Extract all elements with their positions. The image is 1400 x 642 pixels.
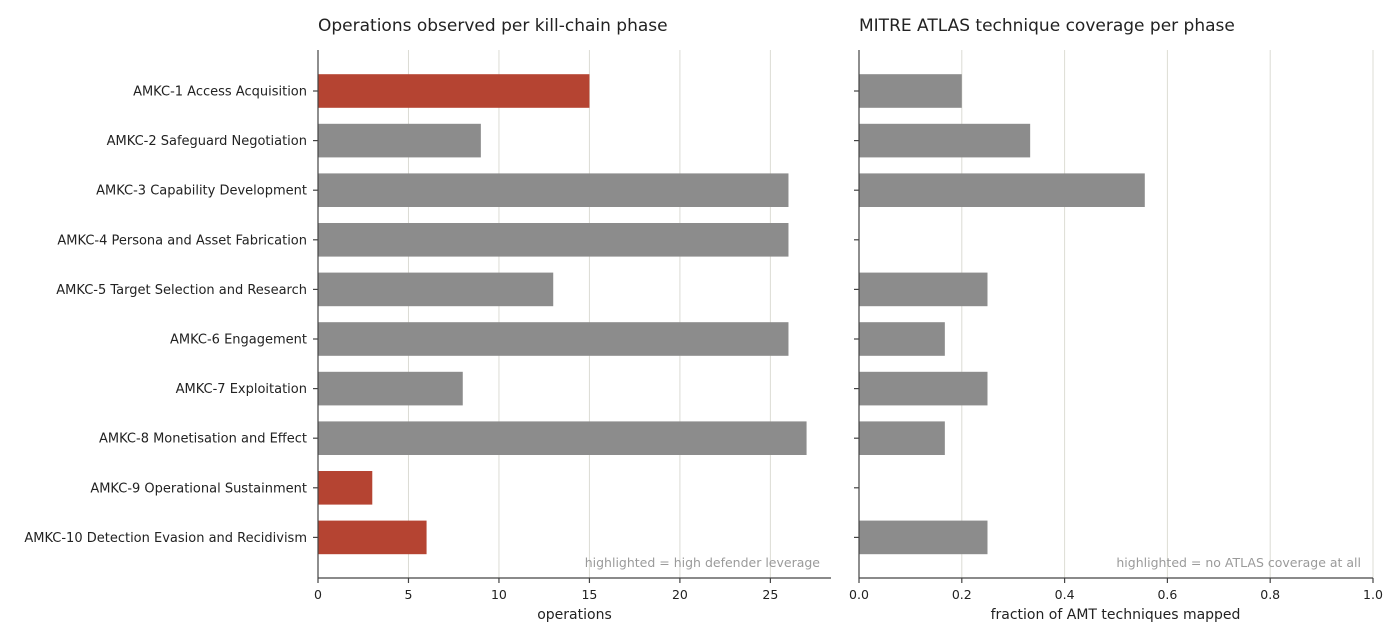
bar-2	[859, 123, 1031, 158]
category-label: AMKC-10 Detection Evasion and Recidivism	[24, 531, 307, 546]
bar-6	[318, 322, 789, 356]
x-tick-label: 0.4	[1055, 587, 1075, 602]
bar-8	[318, 421, 807, 455]
x-tick-label: 0	[314, 587, 322, 602]
bar-4	[318, 223, 789, 257]
x-tick-label: 0.6	[1157, 587, 1177, 602]
operations-x-ticks: 0 5 10 15 20 25	[314, 578, 778, 602]
bar-10	[318, 520, 427, 555]
category-label: AMKC-1 Access Acquisition	[133, 85, 307, 100]
atlas-bars	[859, 74, 1145, 555]
x-tick-label: 0.8	[1260, 587, 1280, 602]
operations-bars	[318, 74, 807, 555]
category-label: AMKC-3 Capability Development	[96, 184, 307, 199]
bar-1	[859, 74, 962, 108]
operations-chart-title: Operations observed per kill-chain phase	[318, 16, 668, 36]
atlas-y-ticks	[854, 90, 859, 539]
x-tick-label: 10	[491, 587, 507, 602]
category-label: AMKC-7 Exploitation	[176, 382, 307, 397]
category-label: AMKC-6 Engagement	[170, 333, 307, 348]
category-label: AMKC-8 Monetisation and Effect	[99, 432, 307, 447]
operations-panel: Operations observed per kill-chain phase…	[24, 16, 831, 623]
bar-1	[318, 74, 590, 108]
category-labels: AMKC-1 Access Acquisition AMKC-2 Safeguar…	[24, 85, 318, 546]
operations-x-axis-label: operations	[537, 607, 612, 623]
bar-7	[859, 371, 988, 406]
category-label: AMKC-5 Target Selection and Research	[56, 283, 307, 298]
x-tick-label: 25	[762, 587, 778, 602]
x-tick-label: 5	[404, 587, 412, 602]
category-label: AMKC-9 Operational Sustainment	[90, 481, 307, 496]
bar-10	[859, 520, 988, 555]
bar-9	[318, 471, 373, 505]
bar-5	[859, 272, 988, 307]
operations-grid	[407, 50, 771, 578]
atlas-x-axis-label: fraction of AMT techniques mapped	[991, 607, 1241, 623]
x-tick-label: 0.0	[849, 587, 869, 602]
x-tick-label: 15	[581, 587, 597, 602]
bar-2	[318, 123, 481, 158]
bar-3	[318, 173, 789, 207]
x-tick-label: 1.0	[1363, 587, 1383, 602]
category-label: AMKC-4 Persona and Asset Fabrication	[57, 233, 307, 248]
bar-5	[318, 272, 554, 307]
bar-6	[859, 322, 945, 356]
atlas-annotation: highlighted = no ATLAS coverage at all	[1116, 555, 1361, 570]
atlas-coverage-panel: MITRE ATLAS technique coverage per phase…	[849, 16, 1383, 623]
operations-annotation: highlighted = high defender leverage	[585, 555, 821, 570]
atlas-x-ticks: 0.0 0.2 0.4 0.6 0.8 1.0	[849, 578, 1383, 602]
bar-7	[318, 371, 463, 406]
atlas-chart-title: MITRE ATLAS technique coverage per phase	[859, 16, 1235, 36]
x-tick-label: 20	[672, 587, 688, 602]
category-label: AMKC-2 Safeguard Negotiation	[107, 134, 307, 149]
x-tick-label: 0.2	[952, 587, 972, 602]
bar-8	[859, 421, 945, 455]
bar-3	[859, 173, 1145, 207]
